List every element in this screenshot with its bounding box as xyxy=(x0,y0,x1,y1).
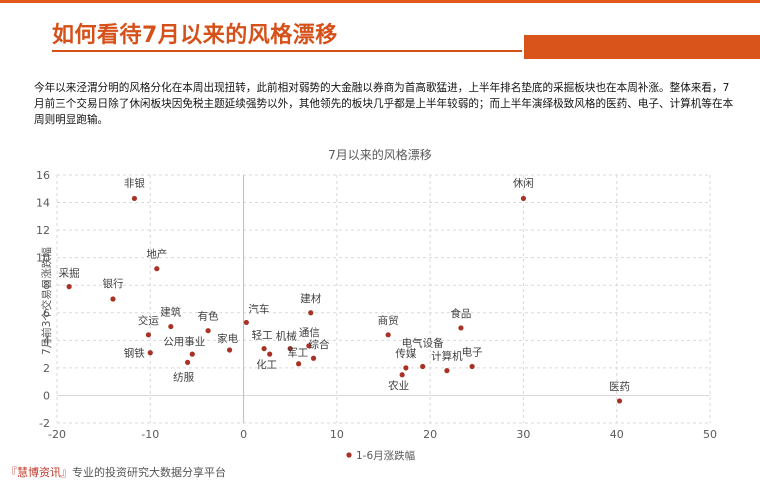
point-label: 汽车 xyxy=(248,302,269,315)
title-underline xyxy=(52,50,522,52)
footer-brand: 『慧博资讯』 xyxy=(6,466,72,479)
data-point xyxy=(168,323,174,330)
x-tick-label: -20 xyxy=(48,428,66,441)
data-point xyxy=(205,328,211,334)
y-tick-label: -2 xyxy=(39,417,50,430)
y-tick-label: 0 xyxy=(43,389,50,402)
point-label: 综合 xyxy=(309,338,330,351)
data-point xyxy=(385,332,391,338)
point-label: 钢铁 xyxy=(124,347,145,360)
data-point xyxy=(147,350,153,356)
data-point xyxy=(458,325,464,331)
legend-marker xyxy=(346,452,352,458)
point-label: 纺服 xyxy=(173,370,194,383)
point-label: 机械 xyxy=(276,330,297,343)
point-label: 采掘 xyxy=(59,267,80,280)
data-point xyxy=(469,363,475,370)
x-tick-label: 20 xyxy=(423,428,437,441)
y-tick-label: 10 xyxy=(36,252,50,265)
point-label: 建材 xyxy=(300,292,321,305)
point-label: 家电 xyxy=(217,332,238,345)
y-tick-label: 6 xyxy=(43,307,50,320)
data-point xyxy=(310,355,317,361)
x-tick-label: 40 xyxy=(610,428,624,441)
data-point xyxy=(308,310,314,316)
x-tick-label: 10 xyxy=(330,428,344,441)
point-label: 轻工 xyxy=(252,329,273,342)
data-point xyxy=(261,346,267,352)
data-point xyxy=(403,365,409,371)
data-point xyxy=(296,361,302,367)
point-label: 通信 xyxy=(299,327,320,339)
point-label: 有色 xyxy=(198,310,219,323)
data-point xyxy=(243,319,249,326)
y-tick-label: 4 xyxy=(43,334,50,347)
point-label: 电子 xyxy=(462,346,483,359)
legend-label: 1-6月涨跌幅 xyxy=(356,449,415,462)
point-label: 公用事业 xyxy=(163,335,205,348)
point-label: 地产 xyxy=(146,248,167,261)
point-label: 农业 xyxy=(388,379,409,392)
point-label: 化工 xyxy=(256,358,277,371)
data-point xyxy=(189,351,195,357)
data-point xyxy=(185,359,191,365)
chart-title: 7月以来的风格漂移 xyxy=(328,148,432,162)
x-tick-label: 0 xyxy=(240,428,247,441)
intro-paragraph: 今年以来泾渭分明的风格分化在本周出现扭转，此前相对弱势的大金融以券商为首高歌猛进… xyxy=(34,82,734,126)
point-label: 计算机 xyxy=(431,350,463,363)
y-tick-label: 14 xyxy=(36,197,50,210)
footer: 『慧博资讯』专业的投资研究大数据分享平台 xyxy=(6,464,226,480)
point-label: 商贸 xyxy=(378,314,399,327)
point-label: 休闲 xyxy=(513,176,534,189)
point-label: 医药 xyxy=(609,381,630,393)
data-point xyxy=(287,346,293,352)
x-tick-label: 30 xyxy=(516,428,530,441)
data-point xyxy=(131,195,138,202)
data-point xyxy=(226,347,233,353)
x-tick-label: 50 xyxy=(703,428,717,441)
y-tick-label: 8 xyxy=(43,279,50,292)
title-accent-bar xyxy=(524,35,760,59)
data-point xyxy=(110,296,116,302)
point-label: 建筑 xyxy=(160,306,181,319)
data-point xyxy=(444,368,450,374)
y-tick-label: 12 xyxy=(36,224,50,237)
data-point xyxy=(399,372,405,378)
x-tick-label: -10 xyxy=(141,428,159,441)
point-label: 银行 xyxy=(102,277,123,290)
data-point xyxy=(306,343,312,349)
point-label: 非银 xyxy=(124,176,145,189)
y-tick-label: 2 xyxy=(43,362,50,375)
point-label: 传媒 xyxy=(395,347,416,360)
data-point xyxy=(267,351,273,357)
point-label: 食品 xyxy=(450,307,471,320)
data-point xyxy=(420,363,426,370)
point-label: 军工 xyxy=(287,347,308,359)
data-point xyxy=(616,398,623,404)
data-point xyxy=(145,332,152,338)
data-point xyxy=(66,284,72,290)
point-label: 交运 xyxy=(138,314,159,327)
page-title: 如何看待7月以来的风格漂移 xyxy=(52,23,338,48)
top-accent-line xyxy=(0,0,760,3)
data-point xyxy=(520,195,527,202)
data-point xyxy=(154,266,160,272)
point-label: 电气设备 xyxy=(402,337,444,350)
y-axis-label: 7月前3个交易日涨跌幅 xyxy=(40,247,53,355)
y-tick-label: 16 xyxy=(36,169,50,182)
footer-text: 专业的投资研究大数据分享平台 xyxy=(72,466,226,479)
